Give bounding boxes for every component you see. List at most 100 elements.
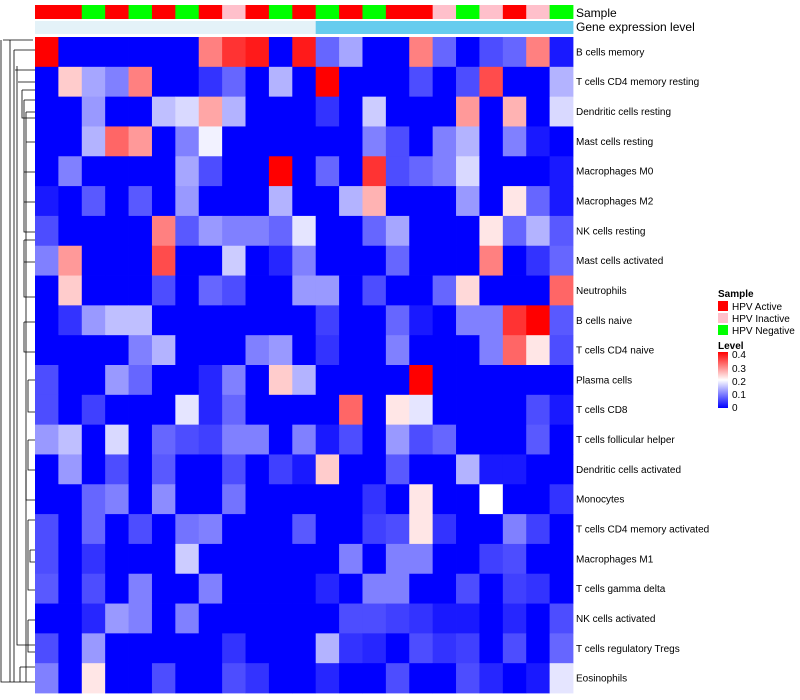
gene-expression-annotation-cell	[268, 21, 293, 34]
heatmap-cell	[409, 603, 434, 634]
heatmap-cell	[315, 126, 340, 157]
heatmap-cell	[339, 573, 363, 604]
heatmap-cell	[222, 126, 246, 157]
heatmap-cell	[245, 394, 270, 426]
heatmap-cell	[128, 275, 153, 306]
gene-expression-annotation-cell	[175, 21, 200, 34]
heatmap-cell	[245, 454, 270, 485]
heatmap-cell	[222, 514, 246, 545]
heatmap-cell	[456, 156, 480, 187]
heatmap-cell	[268, 156, 293, 187]
heatmap-cell	[58, 66, 83, 98]
heatmap-cell	[268, 633, 293, 664]
heatmap-cell	[502, 66, 527, 98]
heatmap-cell	[105, 156, 129, 187]
heatmap-cell	[385, 186, 410, 217]
heatmap-cell	[385, 37, 410, 68]
heatmap-cell	[385, 245, 410, 276]
heatmap-cell	[432, 305, 457, 336]
heatmap-cell	[549, 573, 574, 604]
heatmap-cell	[245, 156, 270, 187]
heatmap-cell	[81, 66, 106, 98]
heatmap-cell	[35, 484, 59, 515]
heatmap-cell	[198, 484, 223, 515]
heatmap-cell	[339, 543, 363, 575]
heatmap-cell	[479, 37, 504, 68]
heatmap-cell	[549, 424, 574, 455]
gene-expression-annotation-cell	[479, 21, 504, 34]
heatmap-cell	[175, 335, 200, 366]
heatmap-cell	[175, 603, 200, 634]
heatmap-cell	[292, 633, 317, 664]
heatmap-cell	[526, 663, 551, 694]
heatmap-cell	[385, 454, 410, 485]
heatmap-cell	[339, 37, 363, 68]
heatmap-cell	[549, 275, 574, 306]
heatmap-cell	[502, 335, 527, 366]
heatmap-cell	[151, 394, 176, 426]
heatmap-cell	[105, 96, 129, 127]
heatmap-cell	[268, 275, 293, 306]
heatmap-cell	[81, 126, 106, 157]
heatmap-cell	[175, 484, 200, 515]
heatmap-cell	[409, 96, 434, 127]
heatmap-cell	[526, 543, 551, 575]
heatmap-cell	[105, 37, 129, 68]
heatmap-cell	[292, 424, 317, 455]
heatmap-cell	[549, 215, 574, 247]
heatmap-cell	[222, 96, 246, 127]
heatmap-cell	[526, 424, 551, 455]
heatmap-cell	[385, 603, 410, 634]
heatmap-cell	[362, 365, 387, 396]
heatmap-cell	[105, 543, 129, 575]
heatmap-cell	[151, 37, 176, 68]
heatmap-cell	[81, 156, 106, 187]
heatmap-cell	[35, 454, 59, 485]
heatmap-cell	[198, 245, 223, 276]
heatmap-cell	[339, 633, 363, 664]
heatmap-cell	[456, 335, 480, 366]
heatmap-cell	[479, 96, 504, 127]
heatmap-cell	[58, 215, 83, 247]
heatmap-cell	[268, 335, 293, 366]
heatmap-cell	[432, 514, 457, 545]
heatmap-cell	[128, 305, 153, 336]
heatmap-cell	[268, 454, 293, 485]
heatmap-cell	[81, 454, 106, 485]
gene-expression-annotation-cell	[315, 21, 340, 34]
heatmap-cell	[35, 573, 59, 604]
heatmap-cell	[315, 454, 340, 485]
heatmap-cell	[292, 335, 317, 366]
row-label-macrophages-m1: Macrophages M1	[576, 554, 654, 565]
heatmap-cell	[502, 454, 527, 485]
heatmap-cell	[268, 573, 293, 604]
heatmap-cell	[35, 514, 59, 545]
heatmap-cell	[549, 543, 574, 575]
heatmap-cell	[362, 96, 387, 127]
heatmap-cell	[198, 514, 223, 545]
heatmap-cell	[151, 603, 176, 634]
heatmap-cell	[456, 573, 480, 604]
heatmap-cell	[292, 126, 317, 157]
heatmap-cell	[456, 663, 480, 694]
heatmap-cell	[128, 215, 153, 247]
heatmap-cell	[81, 96, 106, 127]
heatmap-cell	[222, 484, 246, 515]
heatmap-cell	[105, 603, 129, 634]
heatmap-cell	[198, 663, 223, 694]
heatmap-cell	[409, 335, 434, 366]
heatmap-cell	[456, 245, 480, 276]
heatmap-cell	[456, 514, 480, 545]
heatmap-cell	[105, 484, 129, 515]
heatmap-cell	[362, 514, 387, 545]
heatmap-cell	[222, 543, 246, 575]
heatmap-cell	[549, 365, 574, 396]
heatmap-cell	[58, 603, 83, 634]
heatmap-cell	[456, 543, 480, 575]
heatmap-cell	[432, 215, 457, 247]
heatmap-cell	[456, 126, 480, 157]
heatmap-cell	[175, 186, 200, 217]
heatmap-cell	[549, 37, 574, 68]
heatmap-cell	[549, 245, 574, 276]
